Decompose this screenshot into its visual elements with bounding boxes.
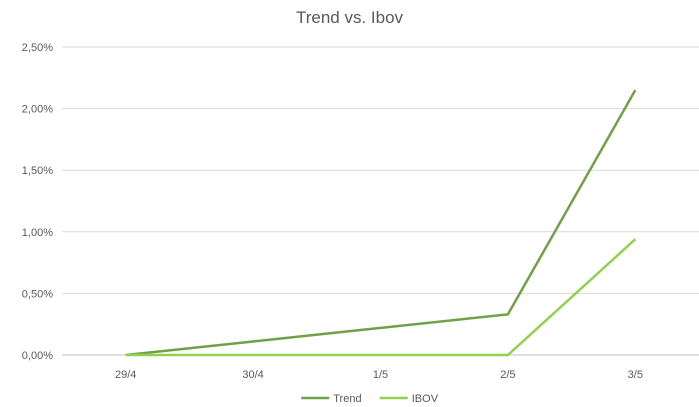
- y-tick-label: 1,50%: [22, 165, 53, 177]
- y-tick-label: 0,50%: [22, 288, 53, 300]
- chart-title: Trend vs. Ibov: [295, 8, 404, 27]
- x-tick-label: 30/4: [242, 369, 263, 381]
- x-tick-label: 29/4: [115, 369, 136, 381]
- x-tick-label: 2/5: [500, 369, 515, 381]
- y-tick-label: 2,50%: [22, 42, 53, 54]
- x-tick-label: 1/5: [373, 369, 388, 381]
- x-tick-label: 3/5: [628, 369, 643, 381]
- y-tick-label: 1,00%: [22, 227, 53, 239]
- series-line-ibov: [125, 238, 637, 357]
- y-tick-label: 0,00%: [22, 350, 53, 362]
- legend-label-trend: Trend: [333, 393, 361, 405]
- y-tick-label: 2,00%: [22, 104, 53, 116]
- series-line-trend: [125, 89, 637, 357]
- legend-label-ibov: IBOV: [412, 393, 439, 405]
